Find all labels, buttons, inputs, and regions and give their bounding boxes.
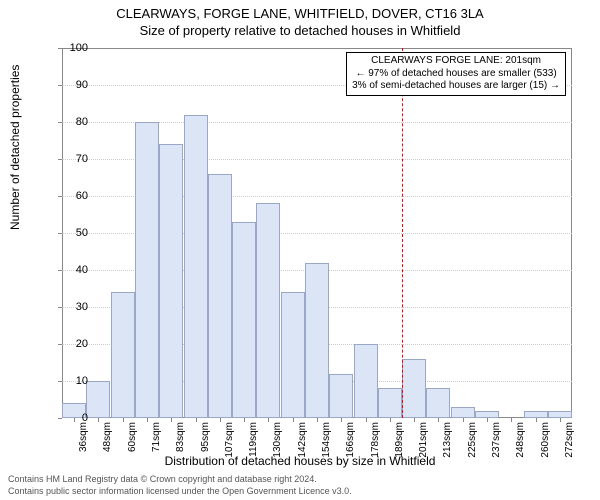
histogram-bar (208, 174, 232, 418)
histogram-bar (86, 381, 110, 418)
chart-title-address: CLEARWAYS, FORGE LANE, WHITFIELD, DOVER,… (0, 0, 600, 21)
chart-subtitle: Size of property relative to detached ho… (0, 21, 600, 38)
y-tick-label: 80 (48, 116, 88, 128)
histogram-bar (354, 344, 378, 418)
x-axis-label: Distribution of detached houses by size … (0, 454, 600, 468)
histogram-bar (402, 359, 426, 418)
histogram-bar (256, 203, 280, 418)
histogram-bar (451, 407, 475, 418)
histogram-bar (548, 411, 572, 418)
y-tick-label: 90 (48, 79, 88, 91)
histogram-bar (329, 374, 353, 418)
footer-copyright-1: Contains HM Land Registry data © Crown c… (8, 474, 317, 484)
reference-line (402, 48, 403, 418)
y-tick-label: 100 (48, 42, 88, 54)
histogram-bar (111, 292, 135, 418)
y-axis-label: Number of detached properties (8, 65, 22, 230)
y-tick-label: 30 (48, 301, 88, 313)
annotation-box: CLEARWAYS FORGE LANE: 201sqm ← 97% of de… (346, 52, 566, 96)
histogram-bar (426, 388, 450, 418)
histogram-bar (305, 263, 329, 418)
y-tick-label: 60 (48, 190, 88, 202)
chart-container: CLEARWAYS, FORGE LANE, WHITFIELD, DOVER,… (0, 0, 600, 500)
annotation-line1: CLEARWAYS FORGE LANE: 201sqm (352, 55, 560, 68)
histogram-bar (159, 144, 183, 418)
annotation-line3: 3% of semi-detached houses are larger (1… (352, 80, 560, 93)
histogram-bar (135, 122, 159, 418)
y-tick-label: 20 (48, 338, 88, 350)
histogram-bar (524, 411, 548, 418)
histogram-bar (378, 388, 402, 418)
histogram-bar (184, 115, 208, 418)
annotation-line2: ← 97% of detached houses are smaller (53… (352, 68, 560, 81)
histogram-bar (281, 292, 305, 418)
y-tick-label: 70 (48, 153, 88, 165)
y-tick-label: 10 (48, 375, 88, 387)
footer-copyright-2: Contains public sector information licen… (8, 486, 352, 496)
y-tick-label: 50 (48, 227, 88, 239)
y-tick-label: 40 (48, 264, 88, 276)
histogram-bar (232, 222, 256, 418)
histogram-bar (475, 411, 499, 418)
